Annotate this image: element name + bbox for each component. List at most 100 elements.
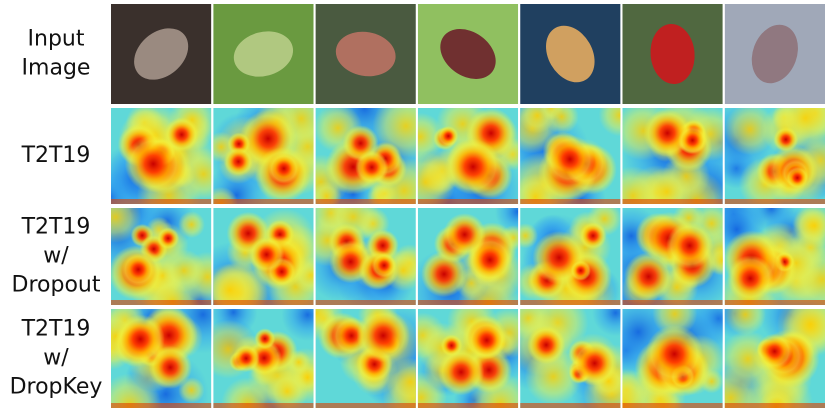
photo-subject xyxy=(335,31,396,77)
edge-strip xyxy=(622,199,723,204)
hot-blob xyxy=(786,166,809,189)
attention-map xyxy=(622,208,723,305)
attention-map xyxy=(417,309,519,408)
row-label-line: Input xyxy=(28,27,85,52)
photo-subject xyxy=(650,23,695,85)
attention-map xyxy=(111,208,212,305)
row-label-line: DropKey xyxy=(10,375,103,400)
hot-blob xyxy=(124,135,182,193)
hot-blob xyxy=(232,344,260,373)
warm-blob xyxy=(724,108,776,156)
attention-map xyxy=(213,309,314,408)
edge-strip xyxy=(520,300,621,305)
edge-strip xyxy=(111,403,212,408)
row-label-line: T2T19 xyxy=(21,215,91,240)
warm-blob xyxy=(598,108,621,137)
attention-map xyxy=(213,208,314,305)
row-label-line: T2T19 xyxy=(21,143,91,168)
hot-blob xyxy=(467,321,506,360)
attention-map xyxy=(622,309,723,408)
edge-strip xyxy=(724,403,825,408)
warm-blob xyxy=(221,377,275,408)
input-image xyxy=(213,4,314,104)
hot-blob xyxy=(254,328,276,350)
hot-blob xyxy=(121,253,155,286)
hot-blob xyxy=(157,227,180,250)
warm-blob xyxy=(544,108,579,134)
hot-blob xyxy=(437,348,485,396)
edge-strip xyxy=(213,403,314,408)
attention-map xyxy=(520,208,621,305)
hot-blob xyxy=(645,325,704,383)
row-label: T2T19 xyxy=(21,143,91,168)
hot-blob xyxy=(572,340,618,386)
hot-blob xyxy=(579,222,607,250)
attention-map xyxy=(724,108,826,204)
hot-blob xyxy=(545,134,595,184)
edge-strip xyxy=(417,403,519,408)
warm-blob xyxy=(417,112,445,161)
hot-blob xyxy=(666,222,714,270)
edge-strip xyxy=(111,199,212,204)
hot-blob xyxy=(248,236,285,273)
hot-blob xyxy=(355,150,389,184)
row-label-line: T2T19 xyxy=(21,317,91,342)
edge-strip xyxy=(315,300,416,305)
attention-map xyxy=(520,309,621,408)
attention-map xyxy=(724,208,826,305)
row-label: Input Image xyxy=(22,27,91,81)
input-image xyxy=(622,4,723,104)
warm-blob xyxy=(178,211,205,239)
photo-subject xyxy=(134,28,189,80)
input-image xyxy=(111,4,212,104)
row-label-line: Image xyxy=(22,56,91,81)
edge-strip xyxy=(622,300,723,305)
hot-blob xyxy=(148,345,192,389)
input-image xyxy=(417,4,519,104)
hot-blob xyxy=(223,146,254,177)
row-label: T2T19 w/Dropout xyxy=(12,215,101,298)
hot-blob xyxy=(570,260,591,281)
edge-strip xyxy=(417,300,519,305)
attention-map xyxy=(417,208,519,305)
edge-strip xyxy=(622,403,723,408)
hot-blob xyxy=(371,253,397,278)
hot-blob xyxy=(678,126,707,155)
warm-blob xyxy=(791,208,826,249)
photo-subject xyxy=(233,31,294,77)
edge-strip xyxy=(315,199,416,204)
warm-blob xyxy=(111,373,162,408)
hot-blob xyxy=(115,314,165,364)
edge-strip xyxy=(213,300,314,305)
edge-strip xyxy=(724,300,825,305)
input-image xyxy=(724,4,825,104)
attention-map xyxy=(622,108,723,204)
photo-subject xyxy=(546,25,595,83)
edge-strip xyxy=(111,300,212,305)
attention-map xyxy=(111,309,212,408)
edge-strip xyxy=(417,199,519,204)
attention-map xyxy=(520,108,621,204)
input-image xyxy=(520,4,621,104)
row-label-line: Dropout xyxy=(12,273,101,298)
warm-blob xyxy=(213,263,257,305)
photo-subject xyxy=(440,29,496,79)
warm-blob xyxy=(266,370,308,408)
row-label: T2T19 w/DropKey xyxy=(10,317,103,400)
photo-subject xyxy=(751,24,798,84)
attention-map xyxy=(315,208,416,305)
hot-blob xyxy=(527,325,566,365)
cold-blob xyxy=(281,309,314,341)
hot-blob xyxy=(624,252,673,301)
attention-map xyxy=(315,309,416,408)
edge-strip xyxy=(213,199,314,204)
attention-map xyxy=(724,309,826,408)
hot-blob xyxy=(356,309,410,363)
hot-blob xyxy=(773,126,799,152)
cold-blob xyxy=(592,309,621,337)
warm-blob xyxy=(642,167,692,204)
hot-blob xyxy=(727,255,774,302)
attention-map xyxy=(315,108,416,204)
warm-blob xyxy=(622,372,656,408)
